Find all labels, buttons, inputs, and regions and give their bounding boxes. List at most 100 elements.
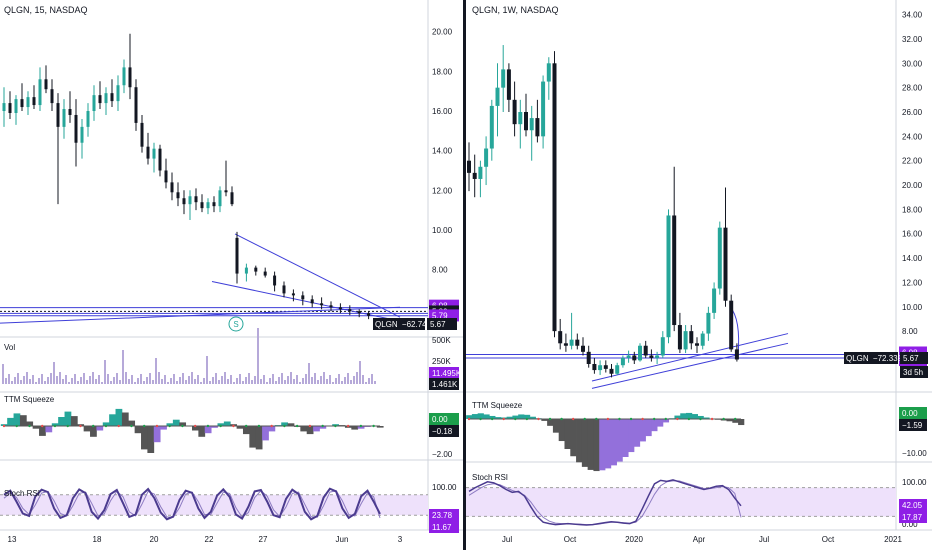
left-volume-bar-2	[8, 374, 10, 384]
left-squeeze-hist-8	[51, 423, 59, 426]
right-squeeze-hist-15	[552, 419, 560, 433]
right-candle-body-41	[700, 333, 705, 346]
left-volume-tag-1-bg	[429, 378, 459, 390]
left-candle-a-body-30	[182, 198, 186, 205]
left-squeeze-tag-1-bg	[429, 425, 459, 437]
right-squeeze-hist-8	[512, 415, 519, 419]
right-squeeze-hist-24	[605, 419, 612, 469]
left-candle-a-body-22	[134, 87, 138, 123]
left-squeeze-dot-36	[232, 424, 235, 428]
left-squeeze-dot-22	[143, 424, 146, 428]
right-candle-body-37	[677, 325, 682, 350]
left-volume-bar-88	[266, 382, 268, 384]
left-candle-b-body-6	[291, 293, 295, 296]
right-squeeze-dot-46	[734, 417, 737, 421]
left-volume-bar-61	[185, 380, 187, 384]
right-squeeze-hist-26	[616, 419, 623, 462]
left-candle-a-body-37	[224, 190, 228, 193]
left-change-percent: −62.74%	[402, 320, 434, 329]
left-squeeze-dot-46	[295, 424, 299, 428]
right-change-percent: −72.33%	[873, 354, 905, 363]
left-time-tick-5: Jun	[336, 535, 349, 544]
right-candle-body-17	[563, 343, 568, 346]
left-volume-label: Vol	[4, 343, 15, 352]
left-candle-b-body-4	[273, 275, 277, 286]
left-volume-bar-74	[224, 372, 226, 384]
left-squeeze-dot-34	[219, 424, 222, 428]
left-candle-a-body-19	[116, 85, 120, 102]
left-squeeze-tag-0-bg	[429, 413, 459, 425]
left-axis-labels: 20.0018.0016.0014.0012.0010.008.006.006.…	[8, 28, 462, 544]
right-stoch-label: Stoch RSI	[472, 473, 508, 482]
left-volume-bar-76	[230, 375, 232, 384]
left-candle-a-body-25	[152, 148, 156, 159]
left-chart-panel[interactable]: 20.0018.0016.0014.0012.0010.008.006.006.…	[0, 0, 463, 550]
left-volume-bar-119	[359, 361, 361, 384]
left-volume-bar-13	[41, 374, 43, 384]
right-candle-body-3	[484, 148, 489, 167]
left-volume-bar-117	[353, 376, 355, 384]
left-volume-bar-120	[362, 375, 364, 384]
left-volume-bar-36	[110, 381, 112, 384]
left-candle-a-body-29	[176, 192, 180, 199]
left-squeeze-hist-25	[160, 426, 167, 430]
right-time-tick-1: Oct	[564, 535, 577, 544]
left-candle-b-body-3	[263, 271, 267, 276]
left-candle-b-body-1	[244, 267, 248, 274]
left-squeeze-hist-56	[357, 426, 365, 429]
right-candle-body-24	[603, 365, 608, 369]
left-squeeze-hist-59	[376, 426, 384, 428]
left-candle-a-body-33	[200, 202, 204, 209]
left-event-marker[interactable]: S	[228, 316, 244, 332]
left-squeeze-dot-14	[92, 424, 95, 428]
right-squeeze-hist-3	[483, 414, 490, 419]
left-squeeze-dot-44	[283, 424, 286, 428]
left-volume-bar-73	[221, 376, 223, 384]
left-volume-bar-18	[56, 376, 58, 384]
right-candle-body-23	[598, 365, 603, 371]
left-volume-bar-107	[323, 372, 325, 384]
right-squeeze-hist-18	[570, 419, 577, 457]
left-volume-bar-39	[119, 380, 121, 384]
panel-divider[interactable]	[463, 0, 466, 550]
left-volume-bar-7	[23, 376, 25, 384]
right-squeeze-dot-44	[722, 417, 725, 421]
left-change-symbol: QLGN	[375, 320, 398, 329]
left-candle-a-body-7	[44, 79, 48, 90]
right-candle-body-42	[706, 312, 711, 334]
right-stoch-tag-1: 17.87	[902, 513, 923, 522]
left-volume-bar-26	[80, 377, 82, 384]
right-candle-body-36	[672, 215, 677, 326]
left-volume-bar-99	[299, 382, 301, 384]
left-candle-a-body-13	[80, 126, 84, 143]
left-squeeze-hist-33	[211, 426, 218, 428]
left-squeeze-hist-5	[32, 426, 40, 429]
left-candle-a-body-35	[212, 202, 216, 207]
left-squeeze-tick-0: −2.00	[432, 450, 453, 459]
left-volume-tag-1: 1.461K	[432, 380, 458, 389]
left-candle-b-body-0	[235, 237, 239, 274]
left-candle-b-body-11	[338, 307, 342, 310]
right-price-tick-7: 20.00	[902, 181, 923, 190]
right-stoch-tag-1-bg	[899, 511, 927, 523]
right-squeeze-hist-0	[466, 415, 473, 419]
left-volume-bar-102	[308, 363, 310, 384]
left-candle-a-body-5	[32, 97, 36, 106]
left-squeeze-hist-7	[45, 426, 53, 433]
right-candle-body-34	[660, 337, 665, 356]
left-squeeze-dot-56	[359, 424, 363, 428]
left-volume-bar-87	[263, 375, 265, 384]
right-candle-body-6	[501, 69, 506, 88]
right-candle-body-33	[655, 355, 660, 358]
left-volume-bar-25	[77, 381, 79, 384]
right-squeeze-hist-25	[610, 419, 617, 466]
right-squeeze-tag-0: 0.00	[902, 409, 918, 418]
right-candle-body-45	[723, 227, 728, 301]
left-candle-a-body-2	[14, 99, 18, 113]
right-squeeze-hist-32	[651, 419, 658, 432]
right-symbol-label: QLGN, 1W, NASDAQ	[472, 5, 559, 15]
left-squeeze-hist-1	[7, 417, 14, 426]
right-chart-panel[interactable]: 34.00 32.00 30.00 28.00 26.00 24.00 22.00 20.00…	[466, 0, 932, 550]
left-squeeze-dot-18	[117, 424, 120, 428]
left-squeeze-hist-27	[172, 419, 180, 426]
